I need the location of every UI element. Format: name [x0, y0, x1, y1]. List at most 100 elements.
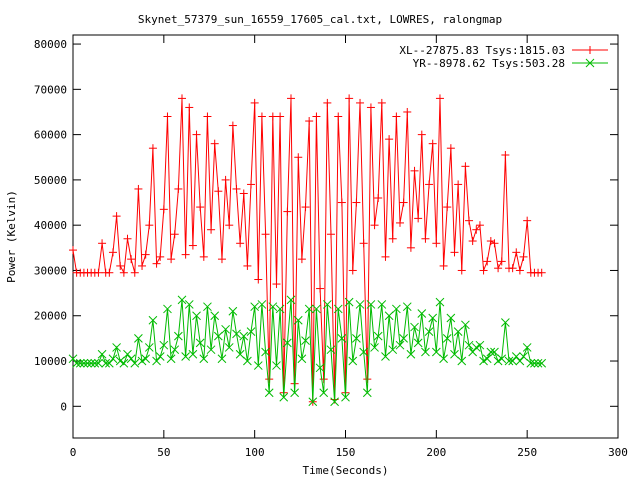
series-1-point	[130, 268, 139, 277]
series-2-point	[413, 338, 423, 348]
series-1-point	[221, 175, 230, 184]
series-1-point	[239, 189, 248, 198]
series-1-point	[421, 234, 430, 243]
series-2	[68, 295, 547, 407]
series-1-point	[214, 187, 223, 196]
series-2-point	[112, 343, 121, 352]
series-2-point	[533, 358, 543, 368]
series-2-point	[213, 331, 223, 341]
series-2-point	[366, 300, 376, 309]
series-1-point	[450, 248, 459, 257]
series-2-point	[264, 388, 274, 398]
series-1-point	[337, 198, 346, 207]
series-2-point	[261, 347, 270, 357]
series-1-point	[272, 280, 281, 289]
series-2-point	[341, 392, 350, 402]
series-1-point	[472, 225, 481, 234]
series-1-point	[465, 216, 474, 225]
series-2-point	[457, 356, 467, 366]
series-1-point	[163, 112, 172, 121]
series-2-point	[72, 358, 81, 368]
series-1-point	[512, 248, 521, 257]
series-2-point	[333, 304, 343, 314]
series-1-point	[501, 150, 510, 159]
y-tick-label: 10000	[34, 355, 67, 368]
series-2-point	[268, 302, 278, 312]
series-1-point	[287, 94, 295, 103]
series-1-point	[519, 252, 528, 261]
series-1-point	[523, 216, 532, 225]
series-1-point	[247, 180, 256, 189]
series-2-point	[337, 334, 347, 343]
series-2-point	[421, 347, 430, 357]
series-1-point	[334, 112, 343, 121]
series-1-point	[428, 139, 437, 148]
series-1-point	[461, 162, 470, 171]
series-2-point	[326, 345, 336, 355]
series-1-point	[352, 198, 361, 207]
series-2-point	[482, 354, 492, 364]
series-1-point	[326, 230, 335, 239]
series-1-point	[217, 255, 226, 264]
series-1-point	[497, 257, 506, 266]
series-1-point	[152, 259, 161, 268]
series-2-point	[210, 311, 220, 321]
series-2-point	[206, 345, 216, 355]
series-2-point	[435, 297, 445, 307]
x-tick-label: 0	[70, 446, 77, 459]
series-1-point	[508, 264, 517, 273]
series-2-point	[399, 334, 408, 343]
series-1-point	[170, 230, 179, 239]
series-2-point	[395, 340, 405, 350]
y-tick-label: 50000	[34, 174, 67, 187]
series-1-point	[374, 194, 383, 203]
series-2-point	[163, 304, 172, 314]
series-2-point	[224, 343, 234, 352]
series-2-point	[246, 327, 256, 336]
legend-marker-1	[586, 46, 594, 54]
series-2-point	[235, 349, 245, 359]
series-1-point	[377, 98, 386, 107]
series-1-point	[323, 98, 332, 107]
series-2-point	[439, 354, 448, 364]
series-2-point	[108, 354, 118, 364]
series-1-point	[432, 239, 441, 248]
series-2-point	[232, 329, 241, 339]
series-2-point	[174, 331, 183, 341]
series-2-point	[272, 361, 281, 370]
series-2-point	[290, 388, 299, 398]
series-1-point	[537, 268, 546, 277]
series-1-point	[399, 198, 408, 207]
series-1-point	[98, 239, 107, 248]
series-2-point	[504, 356, 514, 366]
series-1-point	[297, 255, 306, 264]
series-2-point	[508, 356, 517, 366]
series-1-point	[254, 275, 263, 284]
series-1-point	[134, 184, 143, 193]
series-2-point	[446, 313, 456, 323]
series-1-point	[203, 112, 212, 121]
series-1-point	[359, 239, 368, 248]
series-2-point	[217, 354, 227, 364]
series-1-point	[403, 107, 412, 116]
series-1-point	[159, 205, 168, 214]
series-2-point	[377, 300, 387, 309]
series-1-point	[69, 246, 77, 255]
series-1-line	[72, 98, 542, 402]
series-1-point	[148, 144, 157, 153]
series-1-point	[192, 130, 201, 139]
series-2-point	[453, 327, 463, 336]
series-1-point	[127, 255, 136, 264]
series-1-point	[199, 252, 208, 261]
series-1-point	[301, 203, 310, 212]
series-1-point	[388, 234, 397, 243]
series-2-point	[144, 343, 154, 352]
series-2-point	[373, 331, 383, 341]
series-2-point	[392, 304, 401, 314]
series-1	[69, 94, 546, 406]
series-2-point	[199, 354, 209, 364]
series-2-point	[417, 309, 427, 318]
axis-ticks: 0 50 100 150 200 250 300 0 10000 20000 30000 40000 5…	[34, 35, 628, 459]
series-2-point	[293, 315, 303, 325]
series-2-point	[319, 388, 329, 398]
